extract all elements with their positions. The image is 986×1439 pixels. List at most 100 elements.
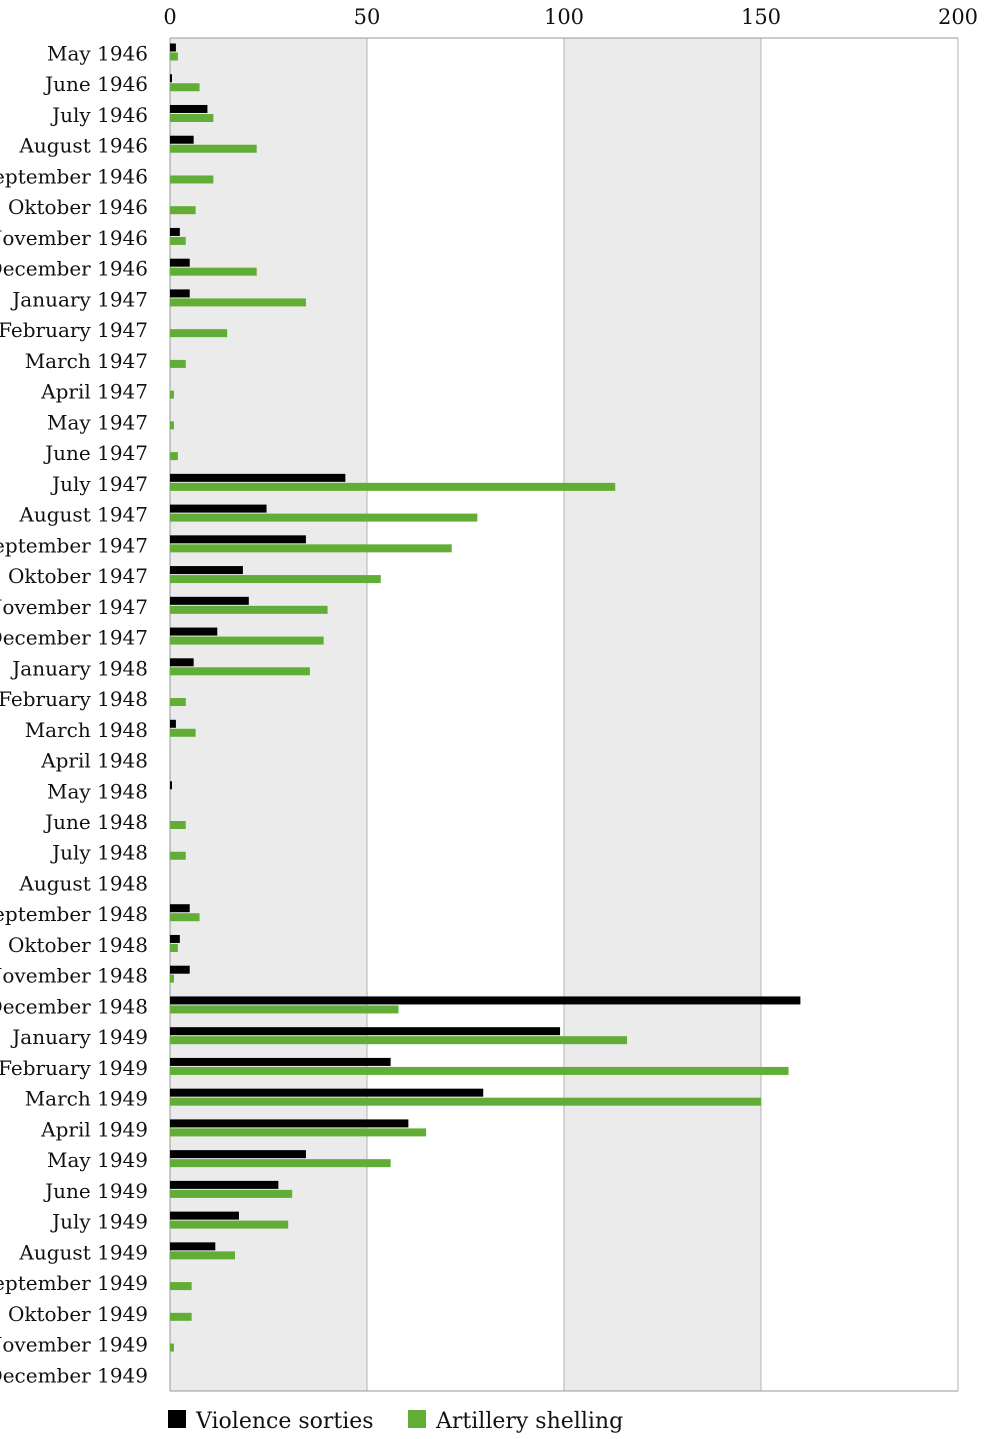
category-label: June 1949 <box>43 1179 148 1203</box>
bar-artillery-shelling <box>170 667 310 676</box>
category-label: January 1947 <box>10 287 148 311</box>
category-label: Oktober 1949 <box>8 1302 148 1326</box>
bar-violence-sorties <box>170 1119 409 1128</box>
bar-artillery-shelling <box>170 329 228 338</box>
category-label: November 1948 <box>0 964 148 988</box>
bar-violence-sorties <box>170 965 190 974</box>
bar-artillery-shelling <box>170 175 214 184</box>
category-label: June 1946 <box>43 72 148 96</box>
bar-violence-sorties <box>170 658 194 667</box>
x-tick-label: 100 <box>544 5 584 29</box>
bar-violence-sorties <box>170 135 194 144</box>
bar-artillery-shelling <box>170 575 381 584</box>
category-label: January 1949 <box>10 1025 148 1049</box>
bar-violence-sorties <box>170 1242 216 1251</box>
bar-artillery-shelling <box>170 698 186 707</box>
category-label: May 1949 <box>47 1148 148 1172</box>
bar-violence-sorties <box>170 934 180 943</box>
category-label: May 1947 <box>47 410 148 434</box>
bar-artillery-shelling <box>170 1312 192 1321</box>
category-label: Oktober 1947 <box>8 564 148 588</box>
bar-artillery-shelling <box>170 421 174 430</box>
bar-violence-sorties <box>170 104 208 113</box>
bar-violence-sorties <box>170 1088 484 1097</box>
bar-artillery-shelling <box>170 1251 236 1260</box>
bar-artillery-shelling <box>170 52 178 61</box>
category-label: March 1947 <box>25 349 148 373</box>
bar-violence-sorties <box>170 74 172 83</box>
bar-artillery-shelling <box>170 144 257 153</box>
x-tick-label: 150 <box>741 5 781 29</box>
bar-artillery-shelling <box>170 943 178 952</box>
bar-artillery-shelling <box>170 298 306 307</box>
bar-violence-sorties <box>170 289 190 298</box>
legend-swatch <box>168 1410 186 1428</box>
bar-artillery-shelling <box>170 913 200 922</box>
bar-artillery-shelling <box>170 974 174 983</box>
bar-violence-sorties <box>170 1027 561 1036</box>
x-tick-label: 50 <box>354 5 381 29</box>
bar-violence-sorties <box>170 227 180 236</box>
bar-violence-sorties <box>170 473 346 482</box>
bar-violence-sorties <box>170 904 190 913</box>
bar-artillery-shelling <box>170 236 186 245</box>
category-label: Oktober 1946 <box>8 195 148 219</box>
category-label: December 1947 <box>0 626 148 650</box>
category-label: August 1947 <box>18 503 148 527</box>
bar-artillery-shelling <box>170 1005 399 1014</box>
background-band <box>564 38 761 1391</box>
bar-violence-sorties <box>170 566 243 575</box>
bar-violence-sorties <box>170 781 172 790</box>
category-label: July 1946 <box>50 103 148 127</box>
bar-artillery-shelling <box>170 482 616 491</box>
category-label: February 1949 <box>0 1056 148 1080</box>
legend-label: Violence sorties <box>195 1409 374 1434</box>
category-label: April 1947 <box>40 380 148 404</box>
legend-item: Artillery shelling <box>408 1409 623 1434</box>
bar-artillery-shelling <box>170 1159 391 1168</box>
category-label: June 1948 <box>43 810 148 834</box>
category-label: July 1948 <box>50 841 148 865</box>
bar-artillery-shelling <box>170 728 196 737</box>
bar-artillery-shelling <box>170 1343 174 1352</box>
category-label: December 1946 <box>0 257 148 281</box>
category-label: September 1949 <box>0 1271 148 1295</box>
bar-violence-sorties <box>170 1211 239 1220</box>
category-label: Oktober 1948 <box>8 933 148 957</box>
category-label: August 1949 <box>18 1240 148 1264</box>
bar-artillery-shelling <box>170 83 200 92</box>
category-label: July 1949 <box>50 1210 148 1234</box>
bar-artillery-shelling <box>170 1220 289 1229</box>
bar-artillery-shelling <box>170 1128 427 1137</box>
category-label: September 1947 <box>0 533 148 557</box>
bar-artillery-shelling <box>170 206 196 215</box>
bar-artillery-shelling <box>170 605 328 614</box>
bar-artillery-shelling <box>170 513 478 522</box>
bar-artillery-shelling <box>170 359 186 368</box>
category-label: August 1948 <box>18 871 148 895</box>
category-label: September 1946 <box>0 164 148 188</box>
bar-artillery-shelling <box>170 1282 192 1291</box>
bar-violence-sorties <box>170 504 267 513</box>
bar-violence-sorties <box>170 1180 279 1189</box>
bar-artillery-shelling <box>170 267 257 276</box>
category-label: July 1947 <box>50 472 148 496</box>
category-label: December 1949 <box>0 1363 148 1387</box>
bar-violence-sorties <box>170 43 176 52</box>
bar-artillery-shelling <box>170 113 214 122</box>
bar-violence-sorties <box>170 258 190 267</box>
bar-artillery-shelling <box>170 544 452 553</box>
bar-artillery-shelling <box>170 821 186 829</box>
category-label: January 1948 <box>10 656 148 680</box>
category-label: November 1946 <box>0 226 148 250</box>
category-label: June 1947 <box>43 441 148 465</box>
bar-artillery-shelling <box>170 1066 789 1075</box>
bar-artillery-shelling <box>170 1036 628 1045</box>
bar-violence-sorties <box>170 535 306 544</box>
bar-violence-sorties <box>170 1150 306 1159</box>
category-label: February 1948 <box>0 687 148 711</box>
category-label: April 1949 <box>40 1117 148 1141</box>
bar-artillery-shelling <box>170 636 324 645</box>
